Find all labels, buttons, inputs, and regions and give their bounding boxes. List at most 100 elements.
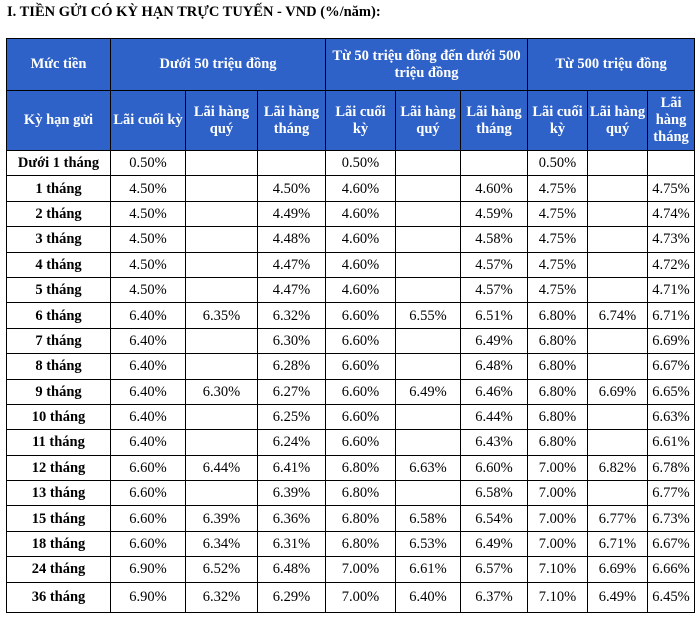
rate-cell <box>185 200 258 228</box>
rate-cell: 4.60% <box>459 175 529 202</box>
rate-cell: 6.40% <box>110 429 186 456</box>
group-header-over-500m: Từ 500 triệu đồng <box>527 38 696 91</box>
rate-cell: 4.59% <box>459 200 529 228</box>
rate-cell: 6.27% <box>257 378 326 405</box>
rate-cell: 6.45% <box>647 581 696 613</box>
term-cell: 18 tháng <box>6 530 111 558</box>
sub-header-monthly: Lãi hàng tháng <box>459 90 529 151</box>
rate-cell: 6.80% <box>325 505 396 532</box>
rate-cell <box>185 327 258 355</box>
rate-cell <box>587 226 649 253</box>
rate-cell: 6.51% <box>459 302 529 329</box>
amount-header: Mức tiền <box>6 38 111 91</box>
rate-cell: 4.57% <box>459 276 529 304</box>
rate-cell: 4.50% <box>110 251 186 278</box>
rate-cell: 4.75% <box>527 175 589 202</box>
rate-cell: 6.90% <box>110 556 186 583</box>
rate-cell: 6.67% <box>647 530 696 558</box>
rate-cell: 6.39% <box>185 505 258 532</box>
group-header-50m-500m: Từ 50 triệu đồng đến dưới 500 triệu đồng <box>324 38 529 91</box>
rate-cell: 6.32% <box>257 302 326 329</box>
rate-cell: 6.63% <box>395 454 461 482</box>
rate-cell: 4.50% <box>110 175 186 202</box>
rate-cell: 6.32% <box>185 581 258 613</box>
table-row: Dưới 1 tháng 0.50% 0.50% 0.50% <box>6 149 696 177</box>
sub-header-quarterly: Lãi hàng quý <box>587 90 649 151</box>
table-row: 5 tháng 4.50% 4.47% 4.60% 4.57% 4.75% 4.71% <box>6 276 696 304</box>
rate-cell: 6.73% <box>647 505 696 532</box>
rate-cell <box>395 429 461 456</box>
rate-cell: 4.47% <box>257 276 326 304</box>
term-cell: 13 tháng <box>6 480 111 507</box>
rate-cell <box>185 353 258 380</box>
rate-cell: 6.44% <box>459 403 529 431</box>
table-row: 4 tháng 4.50% 4.47% 4.60% 4.57% 4.75% 4.72% <box>6 251 696 278</box>
rate-cell: 4.50% <box>110 226 186 253</box>
rate-cell: 4.60% <box>325 175 396 202</box>
rate-cell: 6.37% <box>459 581 529 613</box>
rate-cell: 6.30% <box>185 378 258 405</box>
rate-cell <box>185 226 258 253</box>
term-cell: 8 tháng <box>6 353 111 380</box>
rate-cell <box>395 251 461 278</box>
rate-cell: 4.75% <box>527 226 589 253</box>
rate-cell: 6.60% <box>325 378 396 405</box>
term-cell: 4 tháng <box>6 251 111 278</box>
rate-cell: 6.80% <box>527 378 589 405</box>
rate-cell: 6.80% <box>527 302 589 329</box>
rate-cell: 6.30% <box>257 327 326 355</box>
rate-cell: 6.49% <box>459 530 529 558</box>
term-cell: 1 tháng <box>6 175 111 202</box>
rate-cell: 6.36% <box>257 505 326 532</box>
rate-cell: 6.67% <box>647 353 696 380</box>
term-cell: 2 tháng <box>6 200 111 228</box>
table-row: 1 tháng 4.50% 4.50% 4.60% 4.60% 4.75% 4.75% <box>6 175 696 202</box>
rate-cell: 6.57% <box>459 556 529 583</box>
rate-cell: 4.49% <box>257 200 326 228</box>
rate-cell <box>185 149 258 177</box>
term-cell: 11 tháng <box>6 429 111 456</box>
rate-cell: 6.80% <box>325 530 396 558</box>
rate-cell <box>185 429 258 456</box>
rate-cell <box>395 327 461 355</box>
rate-cell: 6.60% <box>325 403 396 431</box>
rate-cell: 6.69% <box>587 378 649 405</box>
sub-header-quarterly: Lãi hàng quý <box>395 90 461 151</box>
rate-cell: 6.55% <box>395 302 461 329</box>
rate-cell: 6.69% <box>587 556 649 583</box>
rate-cell: 4.50% <box>110 276 186 304</box>
rate-cell <box>587 149 649 177</box>
rate-cell: 6.65% <box>647 378 696 405</box>
term-cell: 7 tháng <box>6 327 111 355</box>
table-row: 36 tháng 6.90% 6.32% 6.29% 7.00% 6.40% 6.37% 7.… <box>6 581 696 613</box>
rate-cell <box>185 251 258 278</box>
rate-cell: 6.24% <box>257 429 326 456</box>
rate-cell: 4.60% <box>325 226 396 253</box>
rate-cell: 6.80% <box>527 353 589 380</box>
term-cell: 12 tháng <box>6 454 111 482</box>
table-row: 18 tháng 6.60% 6.34% 6.31% 6.80% 6.53% 6.49% 7.… <box>6 530 696 558</box>
rate-cell: 6.25% <box>257 403 326 431</box>
rate-cell: 4.71% <box>647 276 696 304</box>
rate-cell: 6.52% <box>185 556 258 583</box>
rate-cell: 6.60% <box>110 454 186 482</box>
rate-cell: 4.73% <box>647 226 696 253</box>
rate-cell: 6.28% <box>257 353 326 380</box>
rate-cell: 4.48% <box>257 226 326 253</box>
rate-cell <box>395 480 461 507</box>
rate-cell: 6.58% <box>395 505 461 532</box>
rate-cell: 6.40% <box>110 327 186 355</box>
rate-cell: 6.29% <box>257 581 326 613</box>
rate-cell: 4.72% <box>647 251 696 278</box>
term-cell: 5 tháng <box>6 276 111 304</box>
rate-cell <box>587 403 649 431</box>
rate-cell: 4.75% <box>527 276 589 304</box>
table-row: 3 tháng 4.50% 4.48% 4.60% 4.58% 4.75% 4.73% <box>6 226 696 253</box>
table-row: 9 tháng 6.40% 6.30% 6.27% 6.60% 6.49% 6.46% 6.8… <box>6 378 696 405</box>
rate-cell: 4.60% <box>325 276 396 304</box>
rate-cell: 6.49% <box>587 581 649 613</box>
sub-header-end-of-term: Lãi cuối kỳ <box>325 90 396 151</box>
rate-cell: 6.74% <box>587 302 649 329</box>
rate-cell: 0.50% <box>110 149 186 177</box>
rate-cell: 6.49% <box>459 327 529 355</box>
